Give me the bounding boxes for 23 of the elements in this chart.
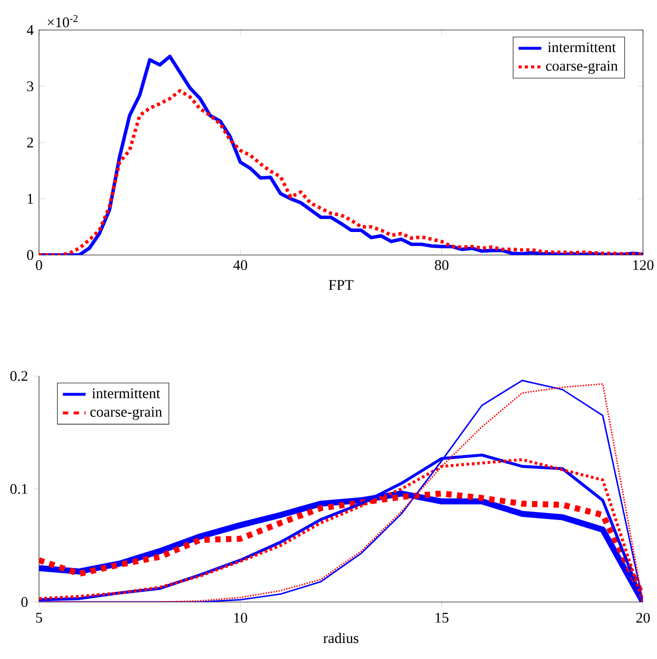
y-tick-label: 1 [28, 194, 33, 204]
x-tick-label: 20 [636, 612, 650, 623]
y-tick-label: 0 [27, 250, 34, 260]
legend-label: coarse-grain [90, 406, 162, 420]
x-tick-label: 10 [234, 612, 248, 623]
x-tick-label: 80 [434, 260, 448, 270]
x-tick-label: 40 [233, 260, 248, 270]
legend-label: coarse-grain [546, 60, 618, 74]
y-tick-label: 0 [21, 597, 28, 607]
y-tick-label: 3 [27, 81, 34, 92]
legend-label: intermittent [92, 388, 160, 398]
x-tick-label: 15 [436, 612, 448, 623]
x-tick-label: 0 [36, 260, 42, 270]
legend-label: intermittent [548, 42, 616, 52]
y-tick-label: 0.2 [10, 371, 28, 381]
y-tick-label: 2 [27, 138, 34, 148]
text: ×10$^{-2}$ [48, 15, 78, 28]
x-tick-label: 5 [36, 612, 42, 623]
y-tick-label: 0.1 [10, 484, 28, 494]
y-tick-label: 4 [26, 25, 34, 35]
x-axis-title: FPT [328, 280, 354, 290]
x-axis-title: radius [323, 632, 358, 644]
x-tick-label: 120 [633, 260, 654, 270]
